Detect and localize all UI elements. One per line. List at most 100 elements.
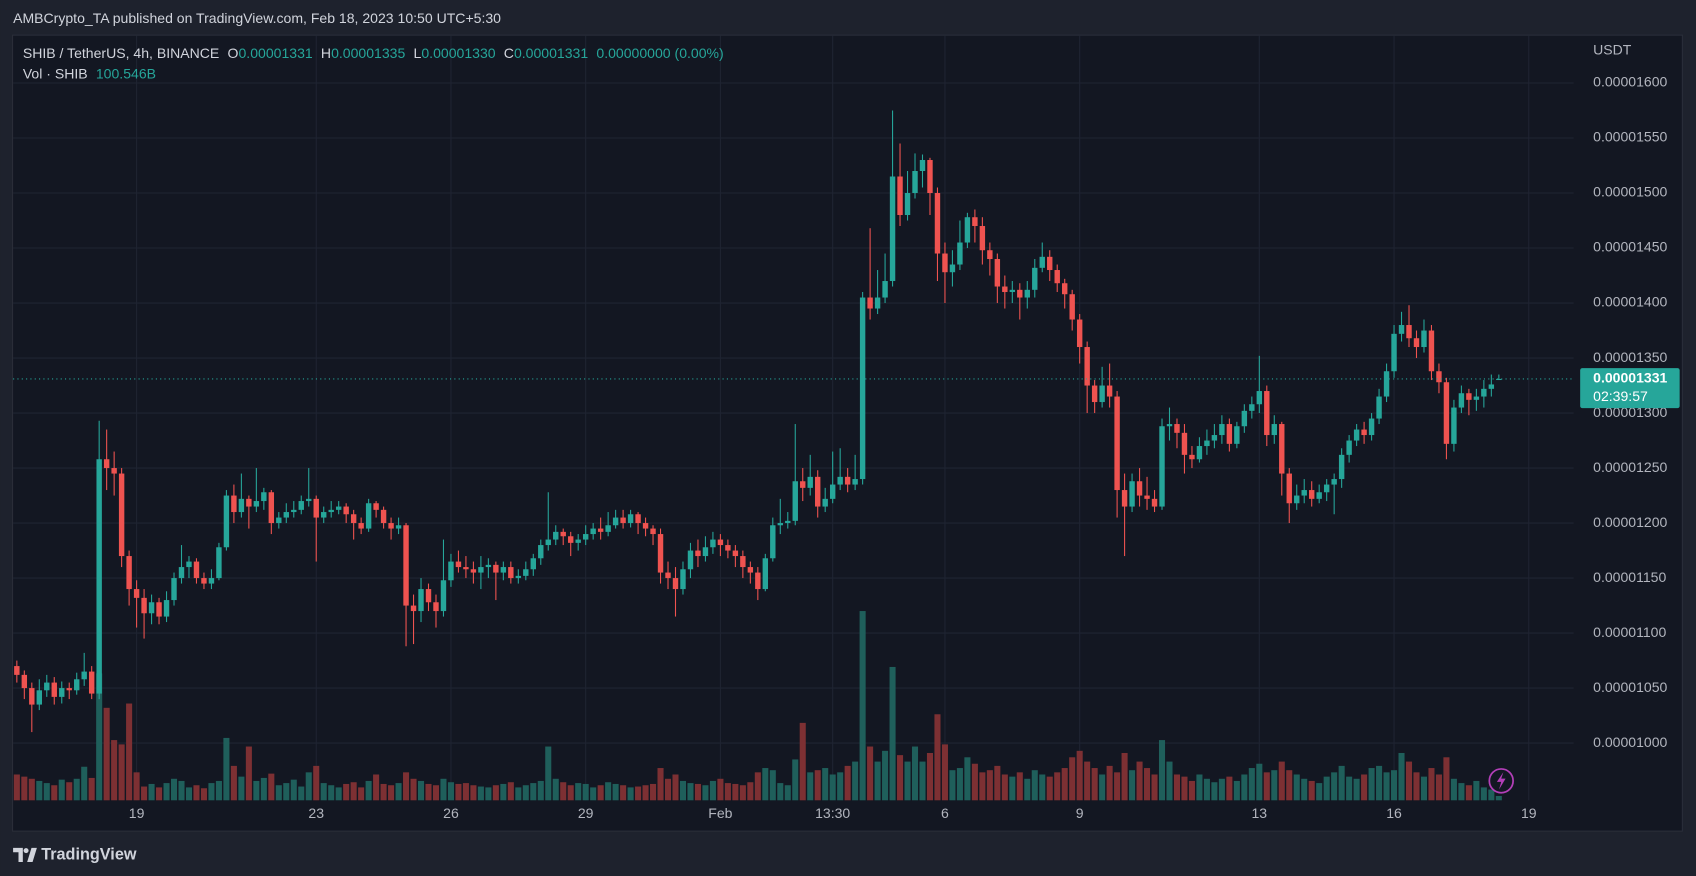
volume-bar bbox=[1413, 772, 1420, 801]
volume-bar bbox=[1391, 770, 1398, 801]
brand-name: TradingView bbox=[41, 846, 137, 864]
volume-bar bbox=[1136, 761, 1143, 801]
volume-bar bbox=[605, 782, 612, 801]
volume-bar bbox=[926, 752, 934, 801]
candle-body bbox=[1024, 289, 1030, 298]
volume-bar bbox=[650, 783, 657, 801]
candle-body bbox=[1091, 385, 1098, 403]
volume-bar bbox=[43, 783, 50, 801]
volume-bar bbox=[1256, 763, 1263, 801]
candle-body bbox=[635, 514, 641, 524]
volume-bar bbox=[111, 740, 118, 801]
candle-body bbox=[321, 512, 327, 518]
y-tick-label: 0.00001150 bbox=[1593, 569, 1666, 585]
candle-body bbox=[1466, 393, 1472, 400]
volume-bar bbox=[552, 778, 559, 801]
candle-body bbox=[1316, 492, 1322, 499]
volume-bar bbox=[1226, 776, 1233, 801]
volume-bar bbox=[859, 611, 866, 801]
volume-bar bbox=[1248, 768, 1255, 801]
volume-bar bbox=[1166, 761, 1173, 801]
volume-bar bbox=[1046, 776, 1053, 801]
volume-bar bbox=[185, 787, 193, 801]
volume-bar bbox=[320, 783, 327, 801]
volume-bar bbox=[1278, 761, 1285, 801]
candle-body bbox=[1234, 426, 1240, 444]
candle-body bbox=[470, 569, 477, 573]
volume-bar bbox=[1473, 780, 1480, 801]
candle-body bbox=[193, 561, 200, 579]
candle-body bbox=[395, 525, 402, 529]
candle-body bbox=[762, 558, 769, 590]
volume-bar bbox=[485, 787, 492, 801]
volume-bar bbox=[470, 785, 477, 801]
volume-bar bbox=[1488, 789, 1495, 801]
candle-body bbox=[96, 459, 102, 694]
candle-body bbox=[1294, 495, 1300, 504]
volume-bar bbox=[103, 707, 110, 801]
candle-body bbox=[201, 578, 207, 584]
candle-body bbox=[231, 495, 237, 513]
candle-body bbox=[223, 495, 230, 548]
candle-body bbox=[665, 572, 671, 579]
volume-bar bbox=[81, 766, 88, 801]
volume-bar bbox=[1203, 778, 1210, 801]
candle-body bbox=[1428, 330, 1435, 372]
candle-body bbox=[582, 534, 589, 540]
volume-value: 100.546B bbox=[96, 65, 156, 81]
symbol-legend: SHIB / TetherUS, 4h, BINANCE O0.00001331… bbox=[23, 45, 724, 61]
candle-body bbox=[1338, 454, 1345, 480]
candle-body bbox=[725, 545, 731, 551]
candle-body bbox=[1368, 418, 1375, 436]
candle-body bbox=[1106, 385, 1113, 397]
x-tick-label: Feb bbox=[708, 805, 732, 821]
volume-bar bbox=[956, 768, 963, 801]
candle-body bbox=[343, 506, 349, 515]
volume-bar bbox=[777, 783, 784, 801]
volume-bar bbox=[1331, 772, 1338, 801]
candle-body bbox=[927, 160, 933, 194]
volume-bar bbox=[897, 755, 904, 801]
candle-body bbox=[1271, 424, 1277, 436]
volume-bar bbox=[1495, 795, 1502, 801]
volume-bar bbox=[1099, 774, 1106, 801]
candle-body bbox=[815, 476, 821, 507]
volume-bar bbox=[492, 785, 499, 801]
candle-body bbox=[710, 539, 716, 548]
volume-bar bbox=[403, 772, 410, 801]
volume-bar bbox=[200, 788, 207, 801]
volume-bar bbox=[837, 772, 844, 801]
candle-body bbox=[882, 281, 888, 298]
volume-bar bbox=[792, 759, 799, 801]
candle-body bbox=[51, 682, 57, 697]
candle-body bbox=[844, 476, 851, 485]
volume-bar bbox=[642, 785, 649, 801]
candle-body bbox=[118, 473, 125, 557]
volume-bar bbox=[1420, 776, 1428, 801]
candle-body bbox=[1009, 289, 1016, 293]
volume-bar bbox=[36, 780, 43, 801]
volume-bar bbox=[163, 783, 170, 801]
candle-body bbox=[1181, 432, 1188, 455]
alert-bolt bbox=[1496, 772, 1506, 790]
change-percent: (0.00%) bbox=[675, 45, 724, 61]
volume-bar bbox=[507, 782, 514, 801]
volume-bar bbox=[672, 774, 679, 801]
candle-body bbox=[1241, 410, 1248, 427]
volume-bar bbox=[260, 777, 267, 801]
volume-bar bbox=[21, 776, 28, 801]
volume-bar bbox=[28, 778, 35, 801]
candle-body bbox=[1144, 495, 1150, 499]
volume-bar bbox=[717, 778, 724, 801]
candle-body bbox=[283, 512, 289, 518]
candle-body bbox=[1279, 424, 1285, 474]
candle-body bbox=[1032, 267, 1038, 290]
volume-bar bbox=[1016, 772, 1023, 801]
volume-bar bbox=[1241, 774, 1248, 801]
volume-bar bbox=[73, 778, 80, 801]
volume-bar bbox=[1271, 770, 1278, 801]
candle-body bbox=[1204, 440, 1210, 447]
volume-bar bbox=[1346, 776, 1353, 801]
volume-bar bbox=[732, 783, 739, 801]
